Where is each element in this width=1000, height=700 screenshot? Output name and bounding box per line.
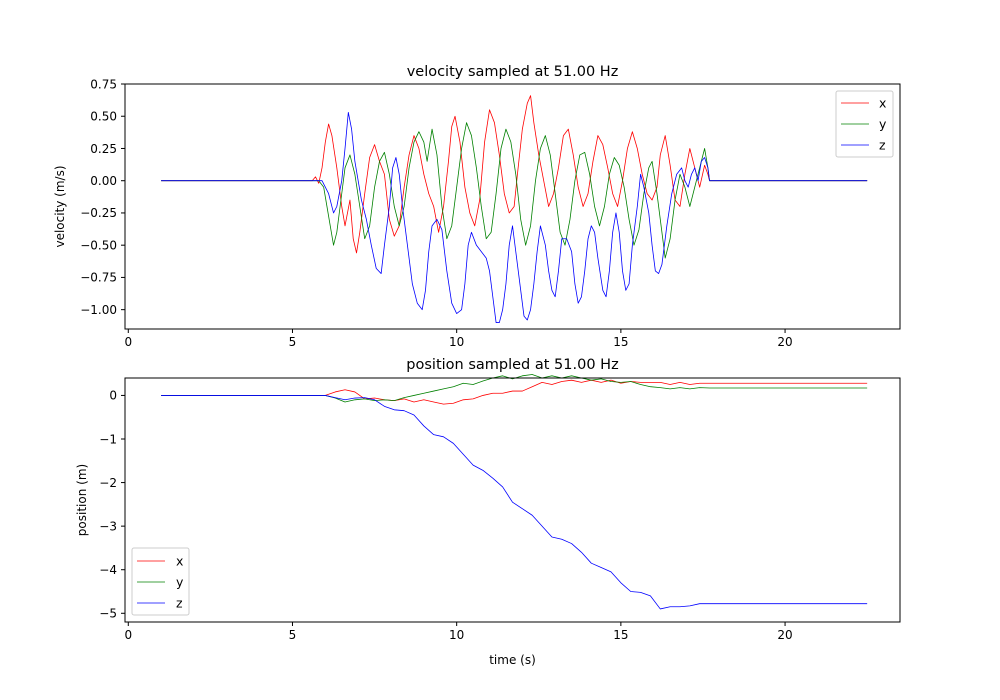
position-x-tick-label: 5 [289,628,297,642]
velocity-axes-frame [124,83,901,330]
position-y-axis-label: position (m) [75,464,89,536]
position-chart-title: position sampled at 51.00 Hz [406,357,618,373]
velocity-series-z-line [161,111,868,323]
velocity-y-tick-label: 0.75 [90,77,117,91]
velocity-y-tick-label: −1.00 [80,303,117,317]
velocity-x-ticks: 0 5 10 15 20 [124,329,793,349]
velocity-y-ticks: −1.00 −0.75 −0.50 −0.25 0.00 0.25 0.50 0.75 [80,77,125,317]
velocity-y-tick-label: −0.75 [80,271,117,285]
position-series-lines [161,374,868,610]
position-y-ticks: −5 −4 −3 −2 −1 0 [99,389,125,621]
velocity-y-tick-label: 0.50 [90,110,117,124]
position-y-tick-label: −4 [99,563,117,577]
position-legend-box [131,547,190,616]
position-x-axis-label: time (s) [489,653,536,667]
position-y-tick-label: −1 [99,432,117,446]
velocity-legend-label-x: x [879,96,886,111]
velocity-x-tick-label: 15 [613,335,628,349]
position-y-tick-label: −2 [99,476,117,490]
velocity-chart: velocity sampled at 51.00 Hz 0 5 10 15 20 −1… [53,64,901,349]
velocity-chart-title: velocity sampled at 51.00 Hz [407,64,619,80]
position-x-tick-label: 0 [124,628,132,642]
position-legend-label-x: x [176,554,183,569]
position-series-y-line [161,374,868,403]
position-x-ticks: 0 5 10 15 20 [124,622,793,642]
velocity-y-tick-label: 0.00 [90,174,117,188]
position-legend-label-y: y [176,575,184,590]
velocity-y-tick-label: −0.25 [80,206,117,220]
position-x-tick-label: 10 [449,628,464,642]
velocity-legend: x y z [835,90,894,158]
velocity-y-tick-label: 0.25 [90,142,117,156]
velocity-series-y-line [161,122,868,259]
velocity-x-tick-label: 10 [449,335,464,349]
position-legend: x y z [131,547,190,616]
velocity-series-lines [161,95,868,323]
position-y-tick-label: −5 [99,607,117,621]
position-x-tick-label: 20 [777,628,792,642]
velocity-y-tick-label: −0.50 [80,238,117,252]
velocity-legend-label-z: z [879,138,886,153]
position-y-tick-label: 0 [109,389,117,403]
position-y-tick-label: −3 [99,519,117,533]
position-chart: position sampled at 51.00 Hz 0 5 10 15 20 −5… [75,357,901,667]
velocity-x-tick-label: 20 [777,335,792,349]
velocity-x-tick-label: 0 [124,335,132,349]
position-series-x-line [161,379,868,405]
position-legend-label-z: z [176,596,183,611]
velocity-y-axis-label: velocity (m/s) [53,165,67,247]
velocity-x-tick-label: 5 [289,335,297,349]
position-x-tick-label: 15 [613,628,628,642]
velocity-legend-label-y: y [879,117,887,132]
velocity-series-x-line [161,95,868,254]
position-axes-frame [124,377,901,623]
position-series-z-line [161,395,868,610]
